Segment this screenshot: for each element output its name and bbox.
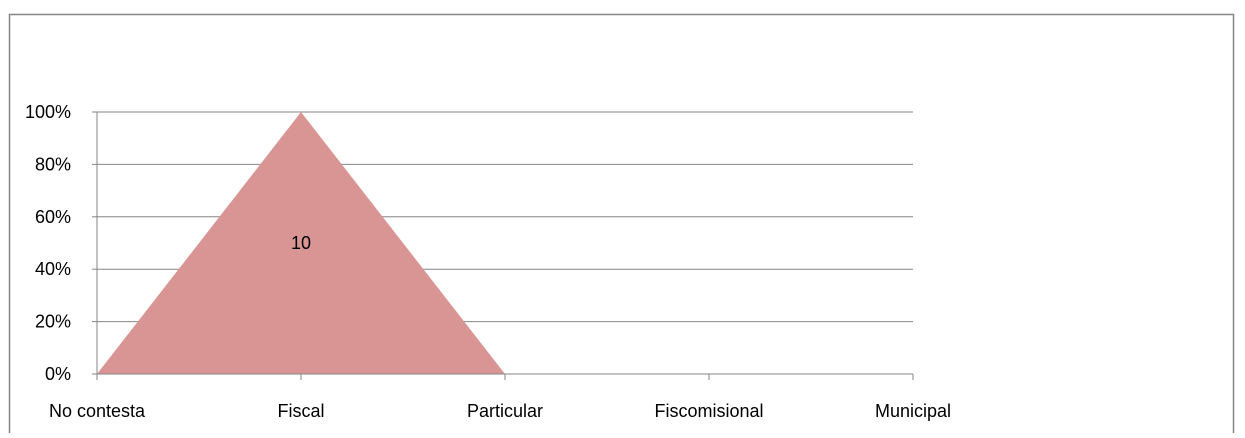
y-tick-label: 40% <box>35 259 71 279</box>
y-tick-label: 20% <box>35 312 71 332</box>
x-tick-label: Fiscal <box>277 401 324 421</box>
y-tick-label: 0% <box>45 364 71 384</box>
labels: 0% 20% 40% 60% 80% 100% 10 No contesta Fiscal Par… <box>25 102 951 421</box>
axes <box>92 111 914 380</box>
series-areas <box>97 112 913 374</box>
x-tick-label: Municipal <box>875 401 951 421</box>
y-tick-label: 60% <box>35 207 71 227</box>
y-tick-label: 100% <box>25 102 71 122</box>
data-label: 10 <box>291 233 311 253</box>
x-tick-label: Fiscomisional <box>654 401 763 421</box>
x-tick-label: No contesta <box>49 401 146 421</box>
y-tick-label: 80% <box>35 154 71 174</box>
series-area <box>97 112 913 374</box>
x-tick-label: Particular <box>467 401 543 421</box>
